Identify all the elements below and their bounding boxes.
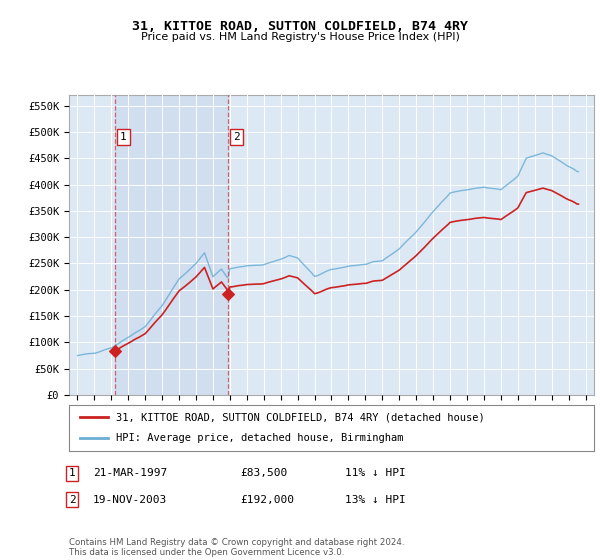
Point: [223, 290, 233, 298]
Text: 1: 1: [120, 132, 127, 142]
Text: Contains HM Land Registry data © Crown copyright and database right 2024.
This d: Contains HM Land Registry data © Crown c…: [69, 538, 404, 557]
Text: 21-MAR-1997: 21-MAR-1997: [93, 468, 167, 478]
Text: £192,000: £192,000: [240, 494, 294, 505]
Text: 13% ↓ HPI: 13% ↓ HPI: [345, 494, 406, 505]
Text: 11% ↓ HPI: 11% ↓ HPI: [345, 468, 406, 478]
Text: 2: 2: [233, 132, 240, 142]
Text: 1: 1: [68, 468, 76, 478]
Text: 31, KITTOE ROAD, SUTTON COLDFIELD, B74 4RY: 31, KITTOE ROAD, SUTTON COLDFIELD, B74 4…: [132, 20, 468, 32]
Bar: [115, 95, 228, 395]
Text: Price paid vs. HM Land Registry's House Price Index (HPI): Price paid vs. HM Land Registry's House …: [140, 32, 460, 43]
Point: [110, 347, 120, 356]
Text: 2: 2: [68, 494, 76, 505]
Text: £83,500: £83,500: [240, 468, 287, 478]
Text: 31, KITTOE ROAD, SUTTON COLDFIELD, B74 4RY (detached house): 31, KITTOE ROAD, SUTTON COLDFIELD, B74 4…: [116, 412, 485, 422]
Text: 19-NOV-2003: 19-NOV-2003: [93, 494, 167, 505]
Text: HPI: Average price, detached house, Birmingham: HPI: Average price, detached house, Birm…: [116, 433, 404, 444]
